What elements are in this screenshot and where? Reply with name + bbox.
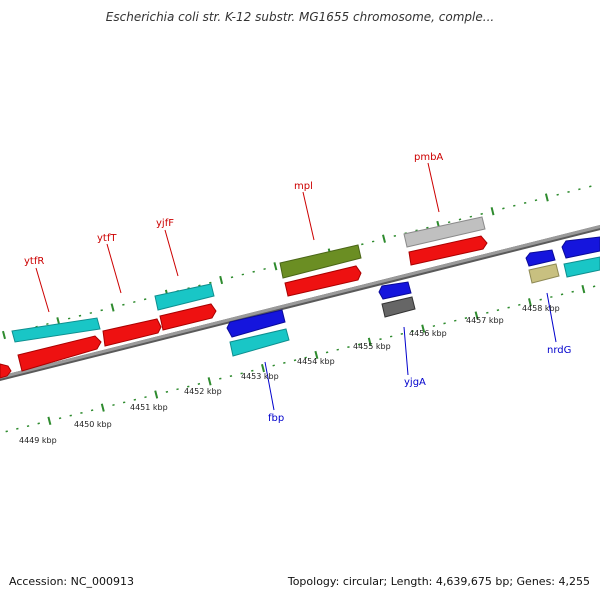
scale-label-4450: 4450 kbp (74, 420, 112, 429)
feature-gray-yjgA[interactable] (381, 296, 416, 318)
scale-label-4449: 4449 kbp (19, 436, 57, 445)
leader-fbp (264, 361, 275, 411)
footer-stats: Topology: circular; Length: 4,639,675 bp… (287, 575, 590, 588)
feature-blue-4[interactable] (561, 236, 600, 259)
feature-cyan-fbp[interactable] (229, 328, 290, 357)
leader-ytfT (106, 243, 122, 294)
feature-olive-mpl[interactable] (279, 244, 362, 279)
bottom-ruler-major-tick (100, 403, 105, 412)
bottom-ruler-major-tick (314, 350, 319, 360)
feature-silver-pmbA[interactable] (403, 216, 486, 248)
gene-labels: ytfR ytfT yjfF mpl pmbA fbp yjgA nrdG (24, 152, 571, 424)
top-ruler-major-tick (110, 303, 115, 312)
bottom-ruler-major-tick (207, 377, 212, 386)
label-leaders (35, 162, 557, 411)
bottom-ruler-major-tick (367, 337, 372, 346)
feature-red-4[interactable] (284, 265, 362, 297)
top-ruler-major-tick (273, 262, 278, 271)
top-ruler-major-tick (490, 207, 495, 216)
feature-cyan-nrdG[interactable] (563, 256, 600, 278)
scale-label-4456: 4456 kbp (409, 329, 447, 338)
map-title: Escherichia coli str. K-12 substr. MG165… (105, 10, 495, 24)
bottom-ruler-major-tick (154, 390, 159, 399)
feature-red-1[interactable] (17, 335, 102, 372)
gene-label-mpl[interactable]: mpl (294, 181, 313, 192)
gene-label-pmbA[interactable]: pmbA (414, 152, 443, 163)
feature-blue-1[interactable] (226, 309, 286, 338)
scale-label-4458: 4458 kbp (522, 304, 560, 313)
gene-label-yjgA[interactable]: yjgA (404, 377, 426, 388)
feature-red-edge[interactable] (0, 363, 12, 379)
feature-cyan-yjfF[interactable] (154, 283, 215, 311)
leader-ytfR (35, 267, 50, 313)
feature-tan[interactable] (528, 263, 560, 284)
gene-label-yjfF[interactable]: yjfF (156, 218, 174, 229)
bottom-ruler-major-tick (421, 324, 426, 333)
feature-red-5[interactable] (408, 235, 488, 266)
scale-label-4454: 4454 kbp (297, 357, 335, 366)
gene-label-fbp[interactable]: fbp (268, 413, 284, 424)
scale-label-4457: 4457 kbp (466, 316, 504, 325)
leader-yjgA (403, 326, 409, 376)
footer-accession: Accession: NC_000913 (9, 575, 135, 588)
feature-red-3[interactable] (159, 303, 217, 331)
top-ruler-major-tick (382, 234, 386, 243)
feature-red-2[interactable] (102, 318, 162, 347)
leader-nrdG (546, 292, 557, 343)
leader-mpl (302, 191, 315, 241)
gene-label-ytfT[interactable]: ytfT (97, 233, 117, 244)
bottom-ruler-major-tick (47, 416, 52, 425)
bottom-ruler-major-tick (528, 298, 532, 307)
scale-label-4451: 4451 kbp (130, 403, 168, 412)
top-ruler-major-tick (2, 330, 6, 340)
leader-pmbA (427, 162, 440, 213)
feature-cyan-ytfR[interactable] (11, 317, 101, 343)
bottom-ruler-major-tick (581, 284, 586, 294)
top-ruler-major-tick (219, 275, 224, 285)
scale-label-4455: 4455 kbp (353, 342, 391, 351)
chromosome-backbone (0, 224, 600, 380)
scale-label-4452: 4452 kbp (184, 387, 222, 396)
gene-label-ytfR[interactable]: ytfR (24, 256, 44, 267)
bottom-ruler-major-tick (261, 364, 265, 373)
feature-blocks (0, 216, 600, 379)
top-ruler-major-tick (544, 193, 549, 202)
scale-label-4453: 4453 kbp (241, 372, 279, 381)
bottom-ruler-major-tick (474, 311, 479, 320)
scale-labels: 4449 kbp 4450 kbp 4451 kbp 4452 kbp 4453… (19, 304, 560, 445)
leader-yjfF (164, 229, 179, 277)
feature-blue-2[interactable] (378, 281, 412, 300)
feature-blue-3[interactable] (525, 249, 556, 267)
gene-label-nrdG[interactable]: nrdG (547, 345, 571, 356)
bottom-ruler (5, 284, 596, 433)
